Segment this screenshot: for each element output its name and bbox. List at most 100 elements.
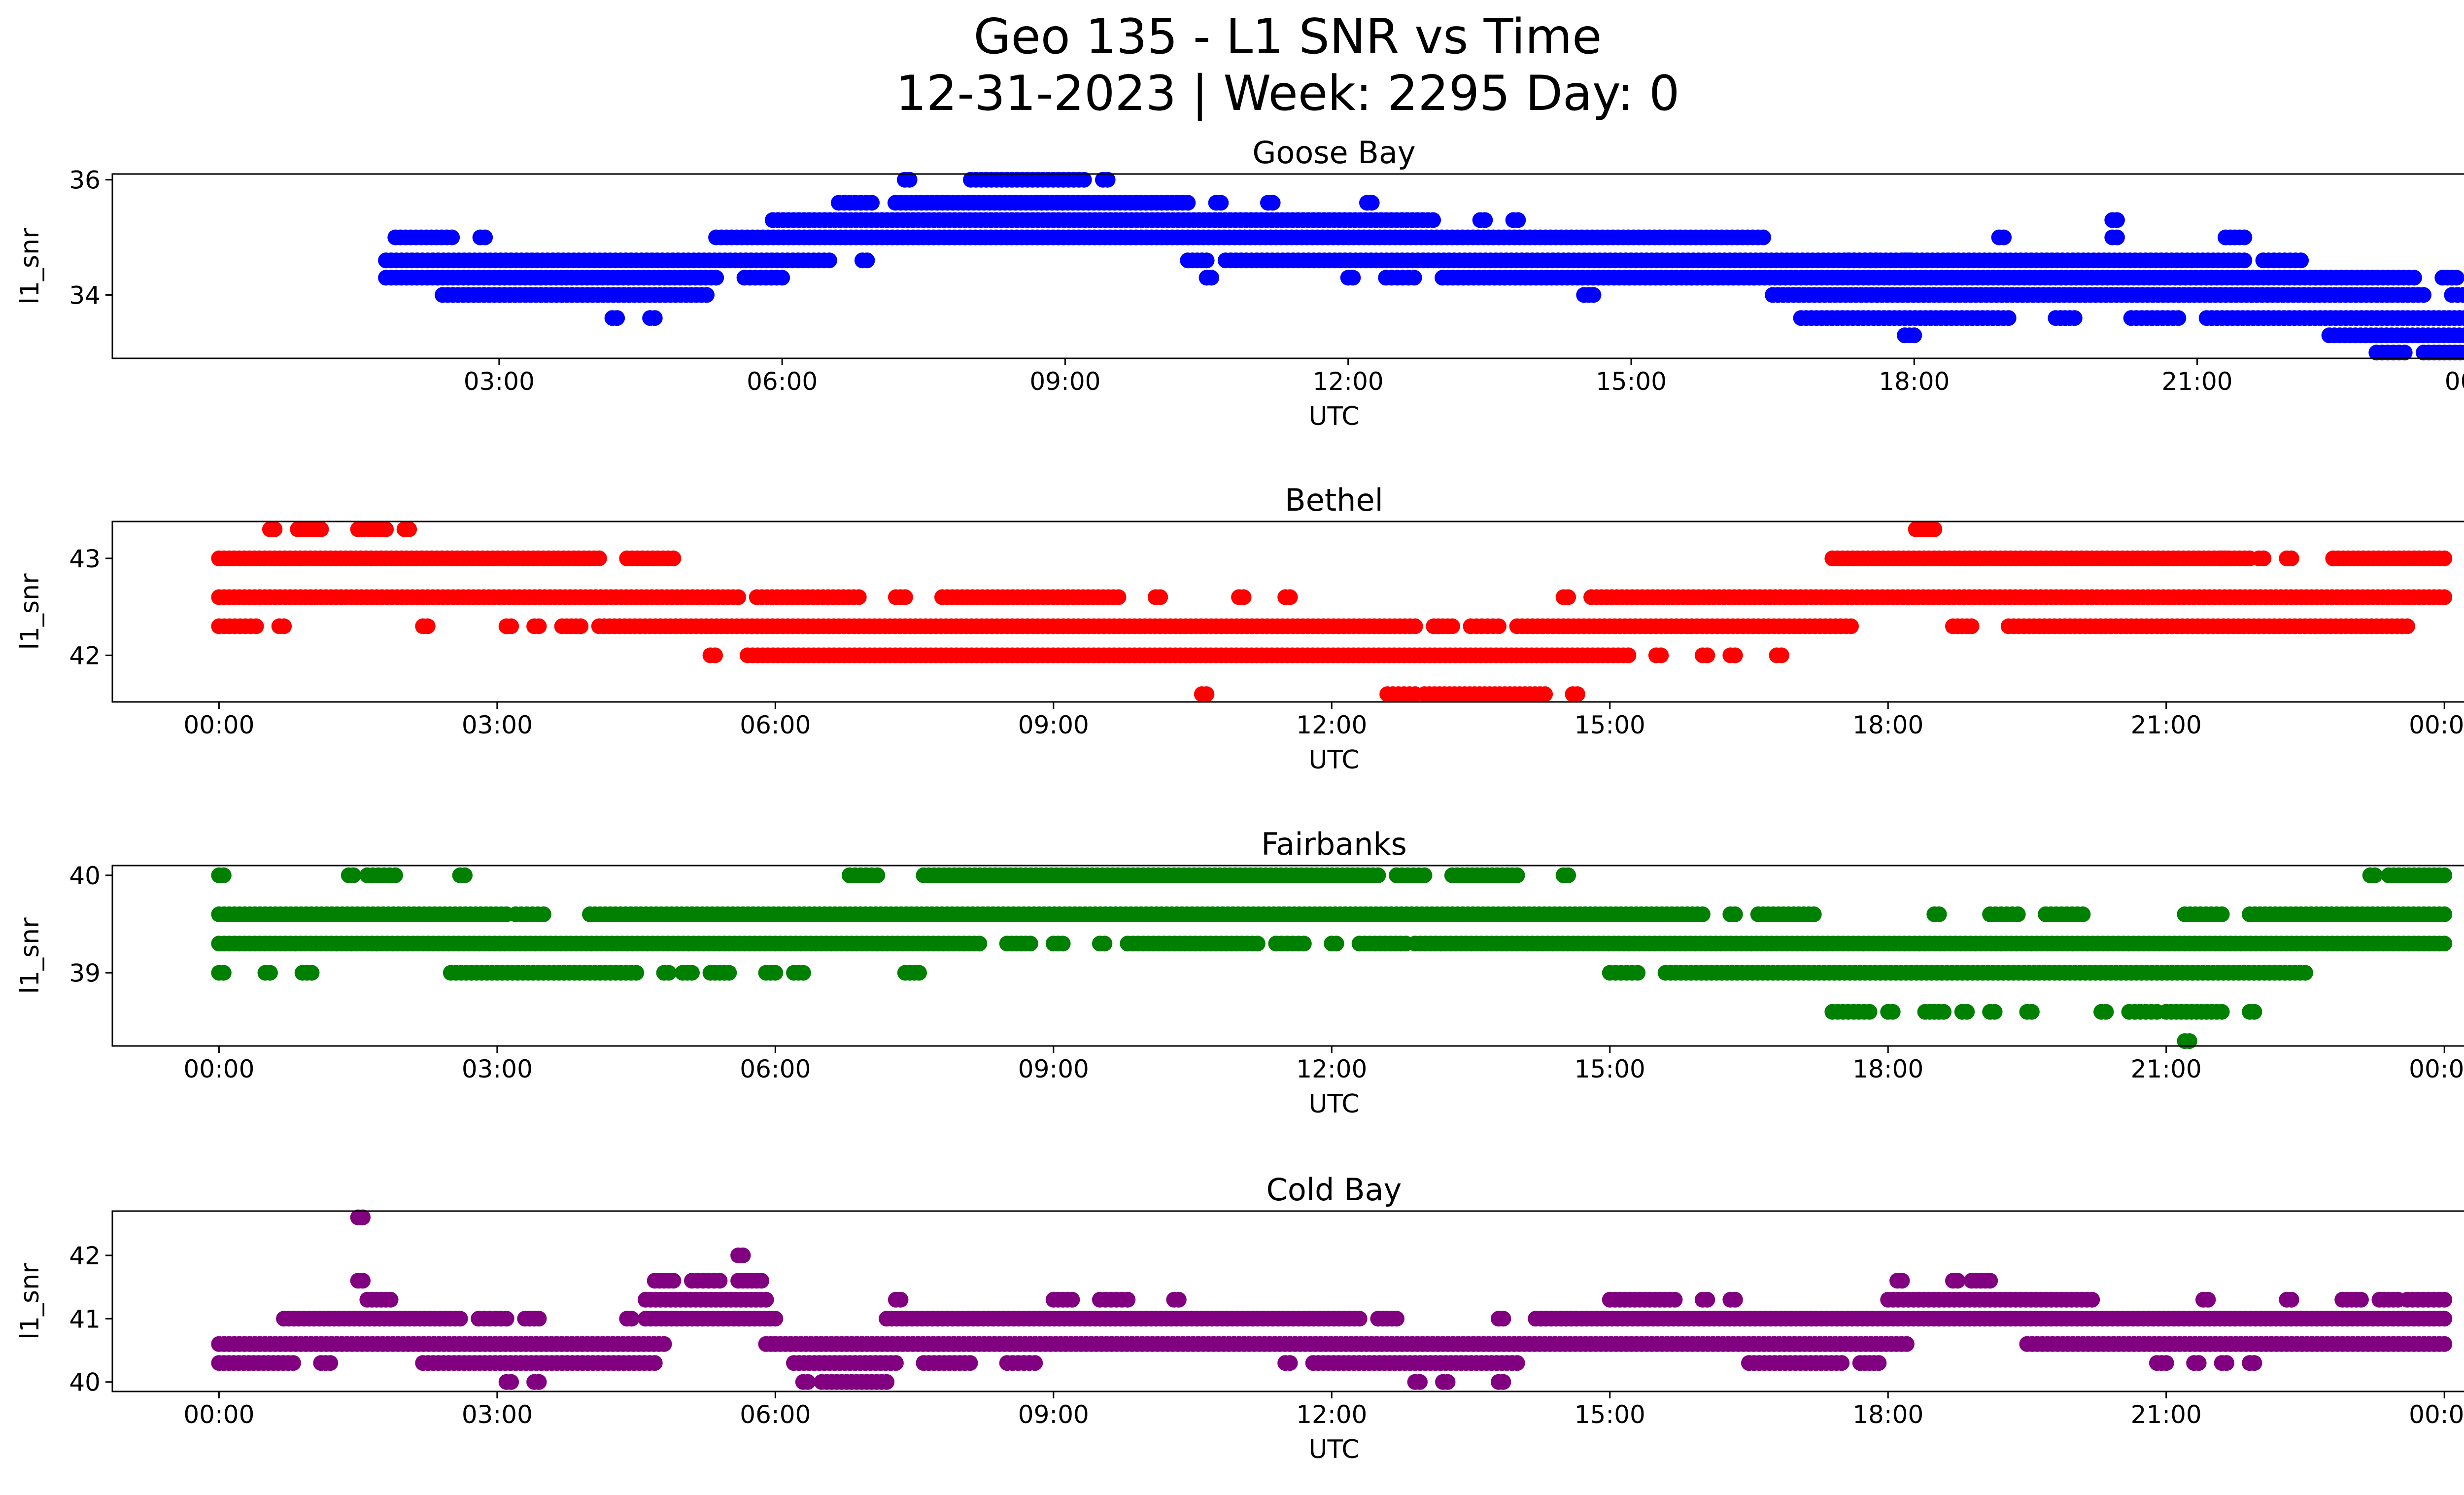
- data-point: [2436, 1291, 2453, 1308]
- data-point: [1699, 647, 1715, 663]
- data-point: [215, 867, 232, 883]
- data-point: [2436, 550, 2453, 566]
- data-point: [684, 965, 700, 981]
- y-tick-label: 36: [69, 166, 101, 195]
- data-point: [665, 550, 682, 566]
- figure-title-line-1: Geo 135 - L1 SNR vs Time: [973, 9, 1602, 65]
- x-tick-label: 18:00: [1852, 711, 1923, 739]
- data-point: [735, 1247, 751, 1263]
- data-point: [1296, 936, 1312, 952]
- data-point: [1755, 229, 1771, 245]
- figure-title-line-2: 12-31-2023 | Week: 2295 Day: 0: [895, 66, 1680, 122]
- data-point: [2461, 288, 2464, 301]
- x-axis-label: UTC: [1308, 745, 1359, 775]
- data-point: [851, 589, 867, 605]
- data-point: [215, 965, 232, 981]
- data-point: [285, 1355, 301, 1371]
- data-point: [531, 1374, 547, 1390]
- x-tick-label: 15:00: [1574, 1055, 1645, 1083]
- data-point: [1282, 1355, 1298, 1371]
- data-point: [313, 521, 329, 537]
- x-tick-label: 18:00: [1879, 367, 1950, 396]
- data-point: [1407, 618, 1423, 634]
- data-point: [1653, 647, 1669, 663]
- data-point: [2283, 1291, 2299, 1308]
- data-point: [1871, 1355, 1887, 1371]
- data-point: [1370, 867, 1386, 883]
- data-point: [1806, 906, 1822, 922]
- x-tick-label: 00:00: [183, 711, 254, 739]
- y-axis-label: l1_snr: [15, 228, 45, 305]
- data-point: [503, 1374, 519, 1390]
- data-point: [892, 1291, 909, 1308]
- data-point: [2000, 310, 2017, 326]
- data-point: [1120, 1291, 1136, 1308]
- data-point: [322, 1355, 339, 1371]
- x-tick-label: 06:00: [740, 1400, 811, 1429]
- data-point: [1510, 212, 1526, 228]
- data-point: [721, 965, 737, 981]
- data-point: [1495, 1374, 1511, 1390]
- data-point: [758, 1291, 774, 1308]
- data-point: [2297, 965, 2313, 981]
- y-axis-label: l1_snr: [15, 1263, 45, 1340]
- data-point: [531, 618, 547, 634]
- data-point: [2462, 330, 2464, 341]
- data-point: [2219, 1355, 2234, 1371]
- data-point: [2236, 252, 2253, 269]
- data-point: [1537, 686, 1553, 702]
- data-point: [656, 1336, 672, 1352]
- x-tick-label: 06:00: [747, 367, 818, 396]
- x-tick-label: 21:00: [2162, 367, 2233, 396]
- data-point: [2436, 867, 2453, 883]
- data-point: [2075, 906, 2091, 922]
- data-point: [378, 521, 394, 537]
- x-tick-label: 21:00: [2131, 1055, 2202, 1083]
- x-tick-label: 06:00: [740, 711, 811, 739]
- data-point: [1282, 589, 1298, 605]
- data-point: [1936, 1004, 1952, 1020]
- data-point: [901, 172, 918, 188]
- x-tick-label: 00:00: [2409, 1400, 2464, 1429]
- data-point: [1406, 270, 1422, 286]
- x-tick-label: 12:00: [1313, 367, 1384, 396]
- data-point: [2283, 550, 2299, 566]
- data-point: [1412, 1374, 1428, 1390]
- data-point: [401, 521, 417, 537]
- plot-frame: [111, 865, 2464, 1047]
- data-point: [1027, 1355, 1043, 1371]
- data-point: [2170, 310, 2187, 326]
- data-point: [665, 1273, 682, 1289]
- data-point: [647, 1355, 663, 1371]
- data-point: [591, 550, 607, 566]
- data-point: [2246, 1004, 2262, 1020]
- data-point: [2436, 906, 2453, 922]
- data-point: [911, 965, 927, 981]
- data-point: [2457, 327, 2464, 344]
- data-point: [1180, 195, 1196, 211]
- data-point: [888, 1355, 904, 1371]
- data-point: [1834, 1355, 1850, 1371]
- data-point: [503, 618, 519, 634]
- data-point: [2449, 270, 2464, 286]
- data-point: [2084, 1291, 2100, 1308]
- data-point: [2190, 1355, 2207, 1371]
- data-point: [1884, 1004, 1901, 1020]
- x-tick-label: 12:00: [1296, 1400, 1367, 1429]
- data-point: [1076, 172, 1092, 188]
- data-point: [267, 521, 283, 537]
- data-point: [1235, 589, 1252, 605]
- data-point: [355, 1209, 371, 1225]
- data-point: [387, 867, 403, 883]
- data-point: [419, 618, 436, 634]
- data-point: [962, 1355, 978, 1371]
- data-point: [1509, 867, 1525, 883]
- data-point: [1861, 1004, 1878, 1020]
- data-point: [2457, 310, 2464, 326]
- data-point: [2353, 1291, 2369, 1308]
- x-tick-label: 21:00: [2131, 1400, 2202, 1429]
- data-point: [1351, 1311, 1368, 1327]
- data-point: [753, 1273, 770, 1289]
- x-tick-label: 03:00: [462, 1400, 533, 1429]
